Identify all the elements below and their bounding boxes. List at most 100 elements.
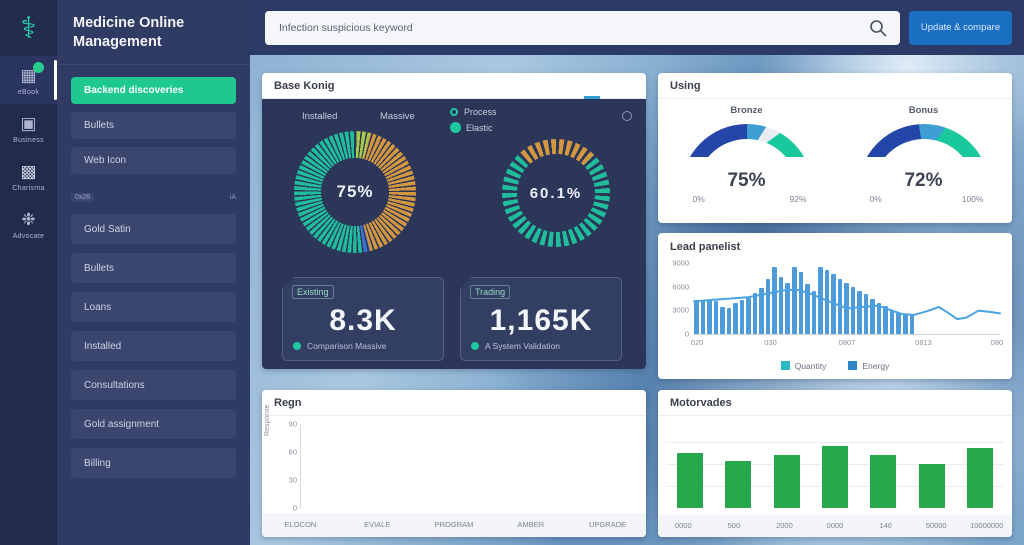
x-tick: AMBER — [517, 520, 545, 529]
sidebar-item-consultations[interactable]: Consultations — [71, 370, 236, 400]
y-tick: 90 — [288, 419, 297, 429]
notification-dot — [33, 62, 44, 73]
lead-chart-card: Lead panelist 9000 6000 3000 0 020 030 0807 08… — [658, 233, 1012, 379]
donut1-value: 75% — [321, 158, 389, 226]
rail-item-business[interactable]: ▣ Business — [0, 104, 57, 152]
stat-footnote: A System Validation — [471, 341, 560, 351]
x-tick: 0813 — [915, 338, 932, 347]
x-tick: EVIALE — [364, 520, 391, 529]
y-tick: 60 — [288, 447, 297, 457]
x-tick: 0000 — [674, 521, 692, 530]
grid-icon: ▣ — [20, 114, 37, 133]
regn-x-axis: ELOCON EVIALE PROGRAM AMBER UPGRADE — [262, 513, 646, 537]
book-icon: ▦ — [20, 66, 37, 85]
sidebar-item-bullets[interactable]: Bullets — [71, 112, 236, 139]
bar — [818, 266, 823, 334]
bar — [720, 307, 725, 334]
users-icon: ▩ — [20, 162, 37, 181]
regn-bar-groups — [301, 424, 636, 508]
rail-item-ebook[interactable]: ▦ eBook — [0, 56, 57, 104]
sidebar-item-installed[interactable]: Installed — [71, 331, 236, 361]
usage-card: Using Bronze 75% 0% 92% Bonus 72% 0% — [658, 73, 1012, 223]
legend-item-elastic: Elastic — [450, 122, 497, 133]
lead-plot-area: 9000 6000 3000 0 020 030 0807 0813 080 — [672, 259, 1003, 348]
bar — [713, 301, 719, 334]
legend-item-process: Process — [450, 107, 497, 117]
sidebar-item-web-icon[interactable]: Web Icon — [71, 147, 236, 174]
bar — [765, 278, 771, 334]
overview-card: Base Konig Installed Massive Process Ela… — [262, 73, 646, 369]
overview-card-title: Base Konig — [262, 73, 646, 99]
gauge-value: 75% — [727, 170, 766, 191]
bar — [739, 300, 745, 334]
bar — [896, 312, 901, 334]
y-tick: 0 — [684, 329, 689, 339]
sidebar-primary-group: Backend discoveries Bullets Web Icon — [57, 65, 250, 174]
regn-chart-card: Regn Response 90 60 30 0 ELOCON EVIALE PROGRA… — [262, 390, 646, 537]
bar — [870, 298, 875, 334]
bar — [918, 464, 945, 508]
bar — [778, 277, 784, 334]
bar — [752, 292, 758, 334]
mini-chip[interactable]: 0x28 — [71, 192, 95, 202]
regn-y-axis-label: Response — [264, 404, 271, 436]
x-tick: 030 — [764, 338, 777, 347]
rail-item-advocate[interactable]: ❉ Advocate — [0, 200, 57, 248]
stat-card-existing: Existing 8.3K Comparison Massive — [282, 277, 444, 361]
y-tick: 3000 — [672, 305, 689, 315]
usage-card-title: Using — [658, 73, 1012, 99]
legend-swatch — [780, 361, 790, 370]
sidebar-item-bullets-2[interactable]: Bullets — [71, 253, 236, 283]
sidebar-item-loans[interactable]: Loans — [71, 292, 236, 322]
y-tick: 30 — [288, 475, 297, 485]
bar — [798, 271, 804, 334]
bar — [863, 294, 869, 334]
donut2-value: 60.1% — [517, 154, 595, 232]
bar — [909, 314, 915, 334]
bar — [694, 300, 699, 334]
bar — [725, 461, 752, 508]
lead-trend-line — [694, 263, 1000, 334]
x-tick: 0000 — [826, 521, 844, 530]
motor-chart-card: Motorvades 0000 500 2000 0000 140 50000 100000… — [658, 390, 1012, 537]
active-indicator — [54, 60, 57, 100]
motor-plot-area — [666, 420, 1004, 508]
x-tick: 2000 — [776, 521, 793, 530]
sidebar-item-gold-satin[interactable]: Gold Satin — [71, 214, 236, 244]
bar — [707, 300, 712, 334]
x-tick: PROGRAM — [434, 520, 474, 529]
x-tick: UPGRADE — [589, 520, 627, 529]
x-tick: 020 — [690, 338, 704, 347]
stat-value: 8.3K — [329, 304, 397, 337]
sidebar-item-backend-discoveries[interactable]: Backend discoveries — [71, 77, 236, 104]
x-tick: 500 — [727, 521, 741, 530]
panel-tab — [584, 96, 600, 99]
bar — [824, 270, 830, 334]
top-header: Update & compare — [250, 0, 1024, 55]
bar — [821, 446, 848, 508]
app-logo-icon[interactable]: ⚕ — [20, 11, 37, 45]
lead-card-title: Lead panelist — [670, 241, 741, 253]
sidebar-secondary-group: Gold Satin Bullets Loans Installed Consu… — [57, 210, 250, 478]
gauge-max-label: 92% — [789, 194, 807, 204]
gauge-min-label: 0% — [869, 194, 882, 204]
update-compare-button[interactable]: Update & compare — [909, 10, 1012, 45]
sidebar-item-gold-assignment[interactable]: Gold assignment — [71, 409, 236, 439]
overview-legend: Process Elastic — [450, 107, 497, 138]
settings-ring-icon[interactable] — [622, 111, 632, 121]
mini-right-label: iA — [229, 193, 236, 201]
bar — [805, 284, 810, 334]
gauge-min-label: 0% — [692, 194, 705, 204]
gauge-bronze: Bronze 75% 0% 92% — [658, 99, 835, 221]
regn-card-title: Regn — [262, 390, 646, 416]
y-tick: 9000 — [672, 258, 689, 268]
sidebar: Medicine Online Management Backend disco… — [57, 0, 250, 545]
bar — [785, 282, 790, 334]
bar — [870, 455, 897, 508]
dashed-ring-chart: 60.1% — [502, 139, 610, 247]
sidebar-item-billing[interactable]: Billing — [71, 448, 236, 478]
bar — [733, 302, 738, 334]
search-icon[interactable] — [868, 18, 888, 38]
search-input[interactable] — [265, 21, 900, 34]
rail-item-charisma[interactable]: ▩ Charisma — [0, 152, 57, 200]
